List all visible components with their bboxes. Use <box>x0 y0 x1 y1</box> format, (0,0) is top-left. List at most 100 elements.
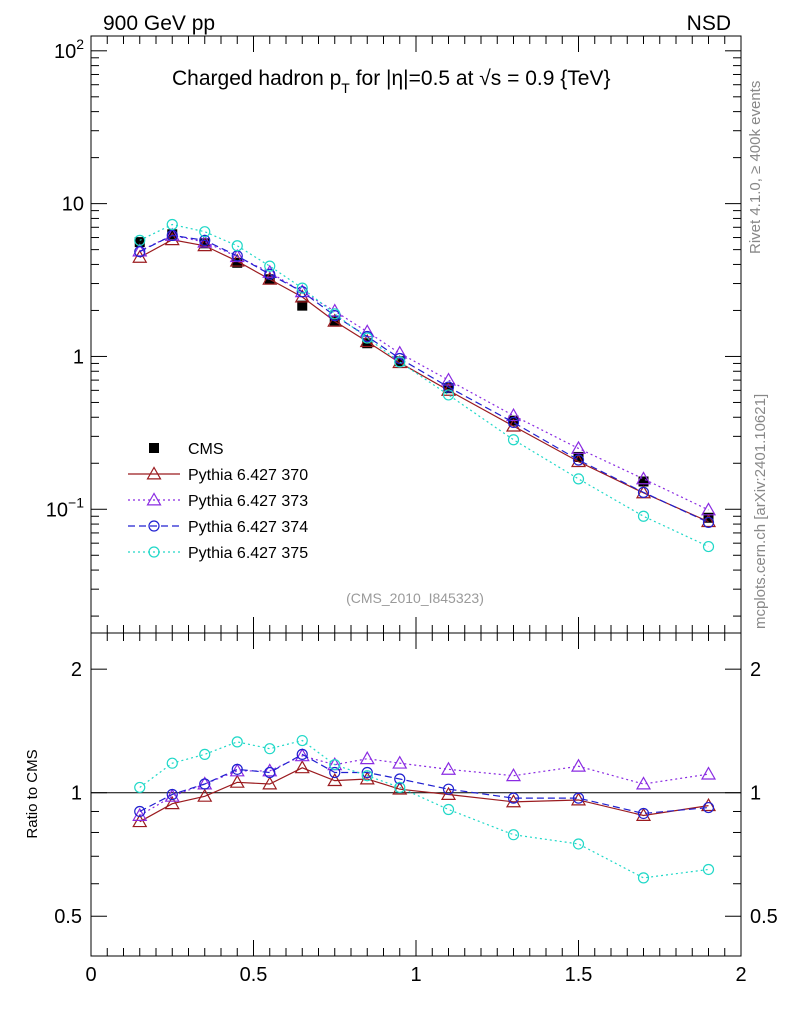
title-post: = 0.9 {TeV} <box>501 67 610 90</box>
ratio-point-p370 <box>164 796 180 810</box>
main-point-p373 <box>262 264 278 278</box>
ratio-point-p375 <box>166 757 178 769</box>
ratio-point-p370 <box>392 781 408 795</box>
ratio-point-p370 <box>635 807 652 821</box>
ratio-point-p373 <box>392 755 408 769</box>
ratio-point-p370 <box>505 794 522 808</box>
main-point-cms <box>394 356 405 367</box>
header-right: NSD <box>687 12 731 35</box>
main-point-p375 <box>296 282 308 294</box>
main-point-cms <box>573 451 584 462</box>
ratio-point-p370 <box>327 772 343 787</box>
legend-marker-p375 <box>148 546 160 558</box>
main-point-cms <box>232 257 243 268</box>
main-point-p374 <box>134 246 146 258</box>
ratio-point-p375 <box>702 863 715 876</box>
main-point-p373 <box>635 471 652 485</box>
legend-label-p374: Pythia 6.427 374 <box>188 519 308 536</box>
main-point-p370 <box>505 418 522 432</box>
main-point-p375 <box>231 240 243 252</box>
ratio-point-p374 <box>166 788 178 801</box>
header-left: 900 GeV pp <box>103 12 215 35</box>
ratio-point-p375 <box>199 748 211 760</box>
side-text-top: Rivet 4.1.0, ≥ 400k events <box>747 81 764 254</box>
ratio-point-p374 <box>264 766 276 779</box>
main-point-cms <box>199 238 210 249</box>
ratio-point-p375 <box>361 770 373 782</box>
title-mid: for |η|=0.5 at <box>350 67 479 90</box>
ratio-xtick-label: 0 <box>85 964 96 986</box>
main-point-p374 <box>394 352 406 365</box>
ratio-point-p374 <box>231 763 243 775</box>
ratio-line-p375 <box>139 739 709 879</box>
title-root: √s <box>479 67 501 90</box>
ratio-axis-ticks: 2 2 1 1 0.5 0.5 0 0.5 1 1.5 2 <box>54 633 778 986</box>
legend-label-cms: CMS <box>188 441 224 458</box>
ratio-point-p373 <box>164 788 180 802</box>
title-pre: Charged hadron p <box>172 67 341 90</box>
main-line-p374 <box>139 234 709 523</box>
main-point-p370 <box>132 249 148 263</box>
legend-marker-p373 <box>146 492 162 506</box>
ratio-ytick-label-left: 1 <box>71 783 82 805</box>
ratio-point-p373 <box>635 776 652 790</box>
ratio-series-group <box>132 734 717 884</box>
ratio-ytick-label-right: 0.5 <box>750 906 778 928</box>
ratio-ytick-label-left: 2 <box>71 659 82 681</box>
main-point-p375 <box>702 540 715 553</box>
ratio-point-p374 <box>296 748 308 760</box>
ratio-point-p374 <box>702 801 715 814</box>
ratio-point-p375 <box>572 838 585 850</box>
ratio-panel-frame <box>90 632 742 957</box>
main-point-p370 <box>327 313 343 327</box>
main-point-p374 <box>637 486 650 498</box>
ratio-xtick-label: 1.5 <box>565 964 593 986</box>
main-ytick-label: 10 <box>62 194 84 216</box>
ratio-point-p373 <box>570 758 587 772</box>
main-ytick-exp-label: 102 <box>54 36 84 63</box>
ratio-xtick-label: 2 <box>735 964 746 986</box>
ratio-point-p370 <box>262 776 278 790</box>
main-line-p375 <box>139 223 709 548</box>
ratio-point-p373 <box>700 766 717 780</box>
main-point-p374 <box>702 516 715 529</box>
ratio-ytick-label-right: 1 <box>750 783 761 805</box>
main-point-p374 <box>166 229 178 241</box>
ratio-point-p370 <box>229 774 245 788</box>
ratio-point-p374 <box>637 807 650 820</box>
main-point-cms <box>443 383 454 394</box>
ratio-point-p374 <box>507 792 520 804</box>
tick-base: 10 <box>54 41 76 63</box>
ratio-ytick-label-right: 2 <box>750 659 761 681</box>
ratio-point-p370 <box>359 771 375 785</box>
main-point-p374 <box>572 454 585 466</box>
main-point-p375 <box>166 218 178 231</box>
main-point-p375 <box>394 356 406 368</box>
main-point-p373 <box>570 440 587 454</box>
legend-marker-cms <box>149 443 159 453</box>
main-point-p373 <box>440 372 457 386</box>
main-point-p373 <box>700 502 717 516</box>
main-point-p375 <box>572 473 585 485</box>
ratio-ylabel: Ratio to CMS <box>24 749 41 838</box>
main-ytick-exp-label: 10−1 <box>46 494 84 521</box>
ratio-point-p374 <box>199 778 211 790</box>
legend-label-p373: Pythia 6.427 373 <box>188 493 308 510</box>
ratio-line-p374 <box>139 753 709 815</box>
main-point-p375 <box>637 510 650 522</box>
main-point-p375 <box>264 260 276 272</box>
ratio-xtick-label: 0.5 <box>240 964 268 986</box>
ratio-ytick-label-left: 0.5 <box>54 906 82 928</box>
main-point-p374 <box>264 268 276 280</box>
ratio-xtick-label: 1 <box>410 964 421 986</box>
main-point-p375 <box>507 434 520 446</box>
main-point-p370 <box>197 238 213 252</box>
legend: CMS Pythia 6.427 370 Pythia 6.427 373 Pythi… <box>128 441 308 562</box>
main-panel-frame <box>90 35 742 634</box>
ratio-point-p373 <box>505 768 522 782</box>
main-point-p370 <box>570 453 587 468</box>
ratio-point-p375 <box>394 781 406 794</box>
tick-exp: −1 <box>68 494 84 510</box>
